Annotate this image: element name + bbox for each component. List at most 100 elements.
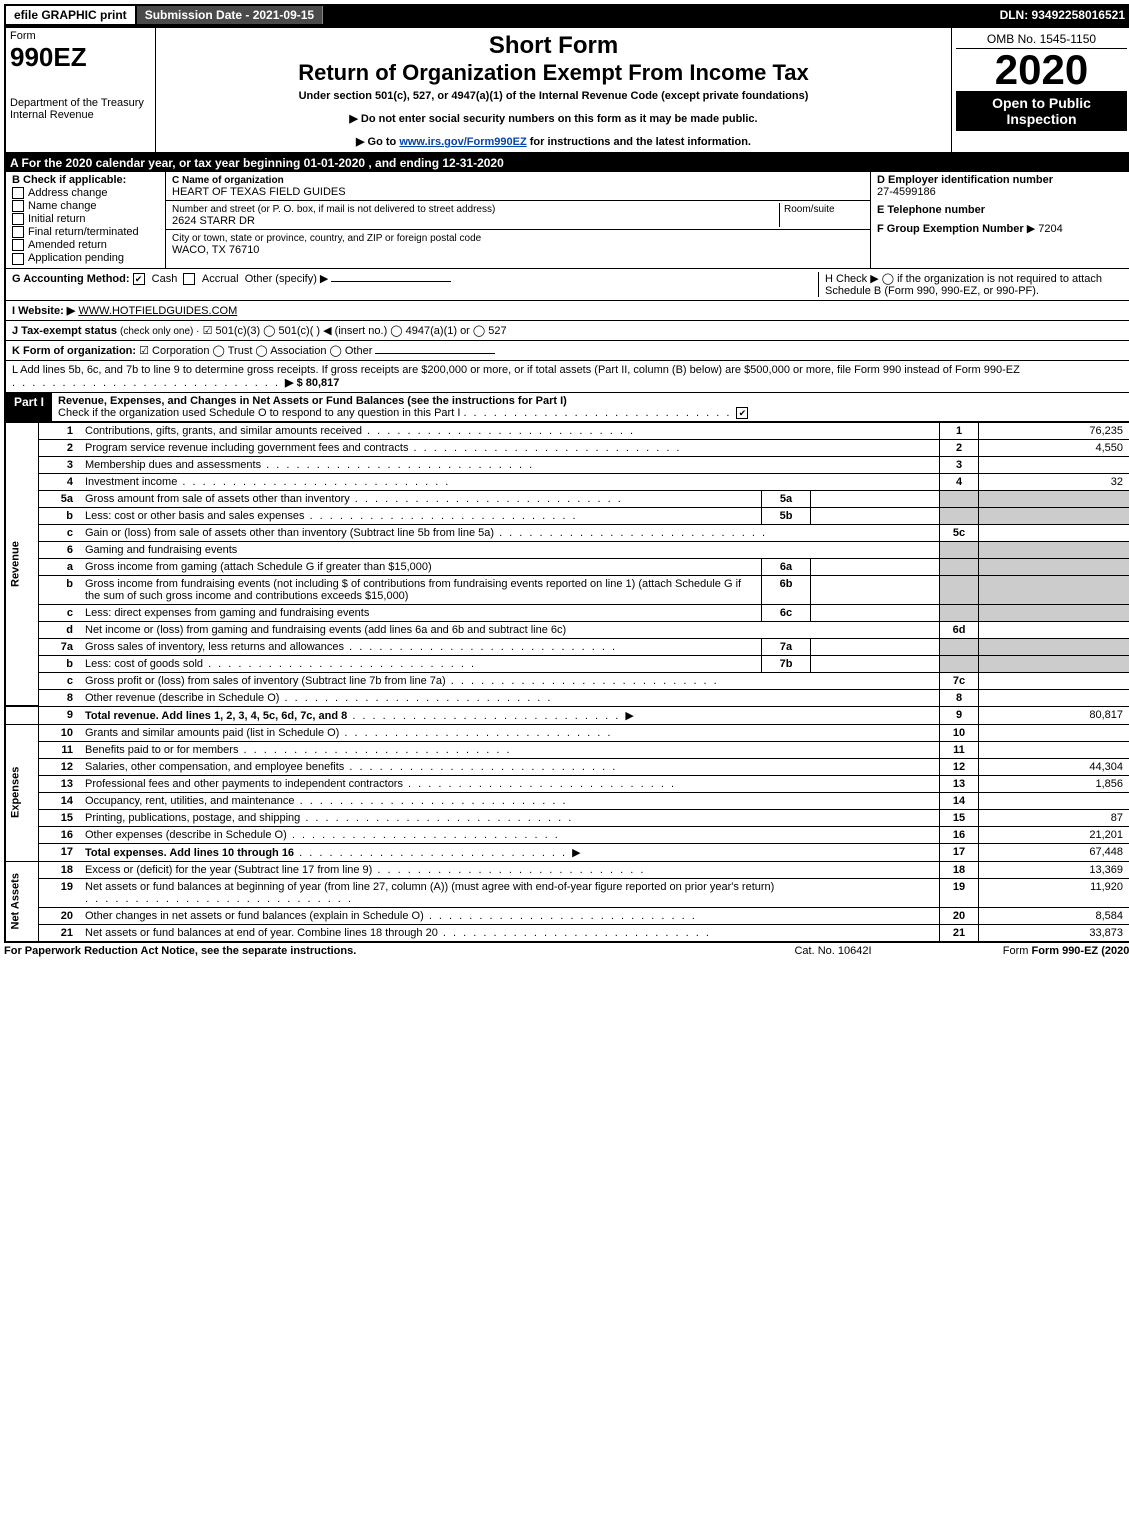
footer-left: For Paperwork Reduction Act Notice, see … bbox=[4, 945, 733, 957]
l10-ref: 10 bbox=[940, 724, 979, 741]
l1-no: 1 bbox=[39, 422, 82, 439]
l6b-sub: 6b bbox=[762, 575, 811, 604]
info-grid: B Check if applicable: Address change Na… bbox=[4, 172, 1129, 269]
l6a-desc: Gross income from gaming (attach Schedul… bbox=[85, 561, 432, 573]
line-h: H Check ▶ ◯ if the organization is not r… bbox=[818, 272, 1125, 297]
l3-ref: 3 bbox=[940, 456, 979, 473]
notice-ssn: ▶ Do not enter social security numbers o… bbox=[164, 112, 943, 125]
irs-link[interactable]: www.irs.gov/Form990EZ bbox=[399, 136, 526, 148]
l6-amt-shaded bbox=[979, 541, 1129, 558]
l4-no: 4 bbox=[39, 473, 82, 490]
l21-no: 21 bbox=[39, 924, 82, 942]
part1-checkbox[interactable] bbox=[736, 407, 748, 419]
tax-status-note: (check only one) · bbox=[120, 326, 199, 337]
l16-ref: 16 bbox=[940, 826, 979, 843]
chk-final-return[interactable]: Final return/terminated bbox=[12, 226, 159, 238]
opt-name-change: Name change bbox=[28, 200, 97, 212]
website-value[interactable]: WWW.HOTFIELDGUIDES.COM bbox=[78, 305, 237, 317]
box-c: C Name of organization HEART OF TEXAS FI… bbox=[166, 172, 871, 268]
line-l-value: ▶ $ 80,817 bbox=[285, 377, 339, 389]
form-header: Form 990EZ Department of the Treasury In… bbox=[4, 26, 1129, 154]
l13-no: 13 bbox=[39, 775, 82, 792]
footer-right: Form Form 990-EZ (2020) bbox=[933, 945, 1129, 957]
chk-name-change[interactable]: Name change bbox=[12, 200, 159, 212]
opt-final-return: Final return/terminated bbox=[28, 226, 139, 238]
part1-badge: Part I bbox=[6, 393, 52, 421]
l5c-amt bbox=[979, 524, 1129, 541]
l5b-amt-shaded bbox=[979, 507, 1129, 524]
side-revenue: Revenue bbox=[5, 422, 39, 706]
return-title: Return of Organization Exempt From Incom… bbox=[164, 60, 943, 86]
l6a-amt-shaded bbox=[979, 558, 1129, 575]
l18-no: 18 bbox=[39, 861, 82, 878]
l5a-ref-shaded bbox=[940, 490, 979, 507]
l5a-desc: Gross amount from sale of assets other t… bbox=[85, 493, 350, 505]
l6b-ref-shaded bbox=[940, 575, 979, 604]
l10-no: 10 bbox=[39, 724, 82, 741]
chk-cash[interactable] bbox=[133, 273, 145, 285]
l4-amt: 32 bbox=[979, 473, 1129, 490]
form-org-opts[interactable]: ☑ Corporation ◯ Trust ◯ Association ◯ Ot… bbox=[139, 345, 372, 357]
l6a-subval bbox=[811, 558, 940, 575]
l18-desc: Excess or (deficit) for the year (Subtra… bbox=[85, 864, 372, 876]
l16-amt: 21,201 bbox=[979, 826, 1129, 843]
l7c-desc: Gross profit or (loss) from sales of inv… bbox=[85, 675, 446, 687]
efile-print[interactable]: efile GRAPHIC print bbox=[4, 4, 137, 26]
label-group-exemption: F Group Exemption Number bbox=[877, 223, 1024, 235]
l8-amt bbox=[979, 689, 1129, 706]
notice-goto: ▶ Go to www.irs.gov/Form990EZ for instru… bbox=[164, 135, 943, 148]
tax-status-opts[interactable]: ☑ 501(c)(3) ◯ 501(c)( ) ◀ (insert no.) ◯… bbox=[203, 325, 507, 337]
l5a-sub: 5a bbox=[762, 490, 811, 507]
l3-amt bbox=[979, 456, 1129, 473]
other-specify-input[interactable] bbox=[331, 281, 451, 282]
l20-no: 20 bbox=[39, 907, 82, 924]
header-right: OMB No. 1545-1150 2020 Open to Public In… bbox=[951, 28, 1129, 152]
footer-center: Cat. No. 10642I bbox=[733, 945, 933, 957]
l9-desc: Total revenue. Add lines 1, 2, 3, 4, 5c,… bbox=[85, 710, 347, 722]
main-table: Revenue 1 Contributions, gifts, grants, … bbox=[4, 422, 1129, 943]
l11-desc: Benefits paid to or for members bbox=[85, 744, 238, 756]
l16-no: 16 bbox=[39, 826, 82, 843]
opt-cash: Cash bbox=[152, 273, 178, 285]
l1-desc: Contributions, gifts, grants, and simila… bbox=[85, 425, 362, 437]
submission-date: Submission Date - 2021-09-15 bbox=[137, 6, 323, 24]
l5b-desc: Less: cost or other basis and sales expe… bbox=[85, 510, 305, 522]
l13-ref: 13 bbox=[940, 775, 979, 792]
l5c-no: c bbox=[39, 524, 82, 541]
l9-ref: 9 bbox=[940, 706, 979, 724]
l6d-ref: 6d bbox=[940, 621, 979, 638]
opt-amended-return: Amended return bbox=[28, 239, 107, 251]
l6-no: 6 bbox=[39, 541, 82, 558]
subtitle: Under section 501(c), 527, or 4947(a)(1)… bbox=[164, 90, 943, 102]
chk-initial-return[interactable]: Initial return bbox=[12, 213, 159, 225]
l15-ref: 15 bbox=[940, 809, 979, 826]
label-room: Room/suite bbox=[784, 204, 835, 215]
form-word: Form bbox=[10, 30, 151, 42]
opt-other: Other (specify) ▶ bbox=[245, 273, 329, 285]
opt-address-change: Address change bbox=[28, 187, 108, 199]
side-expenses: Expenses bbox=[5, 724, 39, 861]
l5b-no: b bbox=[39, 507, 82, 524]
l7a-ref-shaded bbox=[940, 638, 979, 655]
l6a-no: a bbox=[39, 558, 82, 575]
l10-amt bbox=[979, 724, 1129, 741]
chk-application-pending[interactable]: Application pending bbox=[12, 252, 159, 264]
chk-accrual[interactable] bbox=[183, 273, 195, 285]
open-public: Open to Public Inspection bbox=[956, 91, 1127, 131]
l7c-no: c bbox=[39, 672, 82, 689]
l6c-subval bbox=[811, 604, 940, 621]
header-center: Short Form Return of Organization Exempt… bbox=[156, 28, 951, 152]
l6-desc: Gaming and fundraising events bbox=[85, 544, 237, 556]
label-phone: E Telephone number bbox=[877, 204, 985, 216]
chk-address-change[interactable]: Address change bbox=[12, 187, 159, 199]
chk-amended-return[interactable]: Amended return bbox=[12, 239, 159, 251]
l8-no: 8 bbox=[39, 689, 82, 706]
l19-desc: Net assets or fund balances at beginning… bbox=[85, 881, 774, 893]
row-j: J Tax-exempt status (check only one) · ☑… bbox=[4, 321, 1129, 341]
other-org-input[interactable] bbox=[375, 353, 495, 354]
l5c-ref: 5c bbox=[940, 524, 979, 541]
l6a-sub: 6a bbox=[762, 558, 811, 575]
l20-amt: 8,584 bbox=[979, 907, 1129, 924]
opt-application-pending: Application pending bbox=[28, 252, 124, 264]
l7b-ref-shaded bbox=[940, 655, 979, 672]
